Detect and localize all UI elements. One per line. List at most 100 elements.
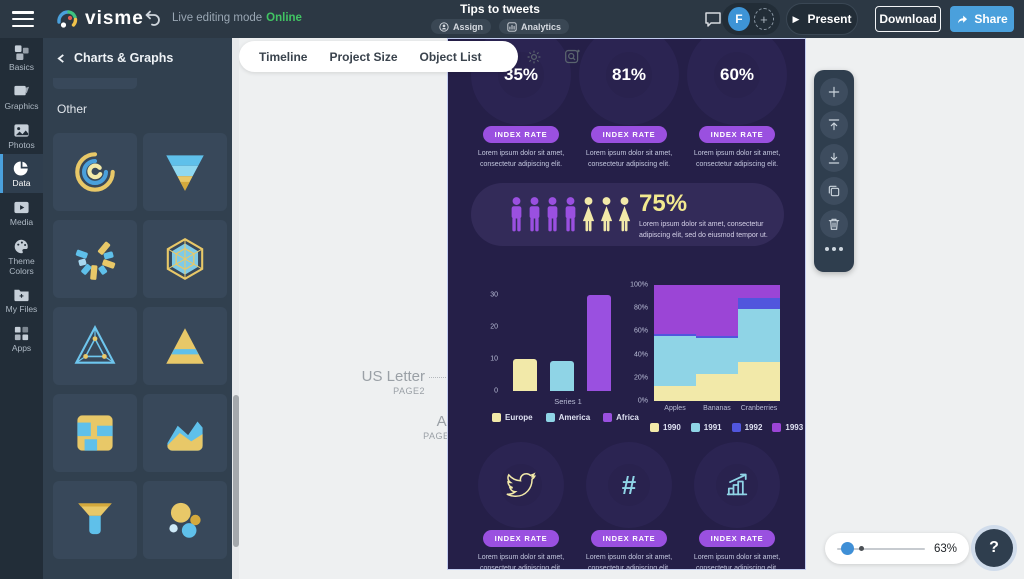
delete-button[interactable] (820, 210, 848, 238)
add-object-button[interactable] (820, 78, 848, 106)
bar-chart-plot (504, 295, 632, 391)
send-backward-button[interactable] (820, 144, 848, 172)
stacked-area-chart[interactable]: 0% 20% 40% 60% 80% 100% Apples Bananas Cranberr… (628, 277, 803, 442)
share-button[interactable]: Share (950, 6, 1014, 32)
chart-thumbnail-bubbles[interactable] (143, 481, 227, 559)
comments-icon[interactable] (704, 10, 722, 28)
stat-description: Lorem ipsum dolor sit amet, consectetur … (585, 554, 673, 570)
panel-scrollbar-thumb[interactable] (232, 395, 239, 547)
chart-thumbnail-grid (53, 133, 227, 559)
person-icon-female (599, 196, 614, 233)
timeline-tab[interactable]: Timeline (259, 49, 308, 64)
chart-thumbnail-pyramid-wireframe[interactable] (53, 307, 137, 385)
donut-chart-growth[interactable] (694, 442, 780, 528)
sidebar-item-basics[interactable]: Basics (0, 38, 43, 77)
add-collaborator-button[interactable]: + (753, 8, 774, 30)
chart-thumbnail-funnel[interactable] (53, 481, 137, 559)
present-button[interactable]: ▶ Present (786, 3, 858, 35)
assign-button[interactable]: Assign (430, 19, 491, 34)
person-icon-male (509, 196, 524, 233)
growth-chart-icon (700, 448, 774, 522)
legend-label: 1992 (744, 423, 763, 432)
project-title[interactable]: Tips to tweets (460, 2, 540, 16)
sidebar-item-graphics[interactable]: Graphics (0, 77, 43, 116)
infographic-page[interactable]: 35% INDEX RATE Lorem ipsum dolor sit ame… (447, 38, 806, 570)
duplicate-button[interactable] (820, 177, 848, 205)
stack-column-bananas[interactable] (696, 285, 738, 401)
stack-segment-1991 (654, 336, 696, 386)
chart-thumbnail-mosaic[interactable] (53, 394, 137, 472)
donut-value: 60% (719, 65, 755, 84)
project-size-tab[interactable]: Project Size (329, 49, 398, 64)
legend-item: Africa (603, 413, 639, 422)
people-pictograph-block[interactable]: 75% Lorem ipsum dolor sit amet, consecte… (471, 183, 784, 246)
twitter-bird-icon (484, 448, 558, 522)
visme-logo[interactable]: visme (55, 7, 144, 31)
back-button[interactable]: Charts & Graphs (43, 38, 232, 65)
settings-gear-icon[interactable] (526, 48, 542, 66)
zoom-slider-handle[interactable] (841, 542, 854, 555)
index-rate-badge: INDEX RATE (699, 126, 775, 143)
undo-icon[interactable] (142, 9, 162, 29)
bar-europe[interactable] (513, 359, 537, 391)
stack-column-cranberries[interactable] (738, 285, 780, 401)
bar-chart[interactable]: 0 10 20 30 Series 1 Europe America Africa (478, 287, 643, 437)
sidebar-item-theme-colors[interactable]: Theme Colors (0, 232, 43, 281)
play-icon: ▶ (792, 13, 800, 24)
chart-thumbnail-radial-fan[interactable] (53, 220, 137, 298)
panel-scrollbar[interactable] (232, 38, 239, 579)
donut-chart-81[interactable]: 81% (579, 39, 679, 125)
sidebar-item-apps[interactable]: Apps (0, 319, 43, 358)
donut-chart-twitter[interactable] (478, 442, 564, 528)
bar-america[interactable] (550, 360, 574, 391)
sidebar-item-media[interactable]: Media (0, 193, 43, 232)
legend-swatch (545, 413, 555, 422)
chart-thumbnail-cone-funnel[interactable] (143, 133, 227, 211)
stat-block-2[interactable]: 81% INDEX RATE Lorem ipsum dolor sit ame… (569, 39, 689, 171)
stack-segment-1992 (738, 297, 780, 310)
stat-block-1[interactable]: 35% INDEX RATE Lorem ipsum dolor sit ame… (461, 39, 581, 171)
stat-block-hashtag[interactable]: # INDEX RATE Lorem ipsum dolor sit amet,… (569, 442, 689, 570)
my-files-folder-icon (14, 290, 29, 302)
download-button[interactable]: Download (875, 6, 941, 32)
donut-chart-60[interactable]: 60% (687, 39, 787, 125)
scrolled-thumbnail-partial[interactable] (53, 78, 137, 89)
bring-forward-button[interactable] (820, 111, 848, 139)
index-rate-badge: INDEX RATE (591, 530, 667, 547)
donut-value: 35% (503, 65, 539, 84)
stack-segment-1991 (696, 338, 738, 375)
donut-chart-hashtag[interactable]: # (586, 442, 672, 528)
stat-description: Lorem ipsum dolor sit amet, consectetur … (693, 554, 781, 570)
stack-column-apples[interactable] (654, 285, 696, 401)
avatar[interactable]: F (728, 7, 750, 31)
sidebar-item-data[interactable]: Data (0, 154, 43, 194)
object-list-tab[interactable]: Object List (419, 49, 482, 64)
hamburger-menu-icon[interactable] (12, 11, 34, 27)
chart-thumbnail-area[interactable] (143, 394, 227, 472)
help-button[interactable]: ? (975, 529, 1013, 567)
bar-africa[interactable] (587, 295, 611, 391)
analytics-button[interactable]: Analytics (498, 19, 570, 34)
more-options-button[interactable] (825, 247, 843, 251)
donut-chart-35[interactable]: 35% (471, 39, 571, 125)
sidebar-item-photos[interactable]: Photos (0, 116, 43, 155)
person-icon-male (563, 196, 578, 233)
stat-description: Lorem ipsum dolor sit amet, consectetur … (585, 150, 673, 168)
stack-segment-1990 (738, 361, 780, 401)
canvas-workspace[interactable]: 35% INDEX RATE Lorem ipsum dolor sit ame… (239, 38, 1024, 579)
us-letter-guide: US Letter PAGE2 (361, 368, 425, 396)
stat-block-3[interactable]: 60% INDEX RATE Lorem ipsum dolor sit ame… (677, 39, 797, 171)
sidebar-item-my-files[interactable]: My Files (0, 280, 43, 319)
zoom-slider[interactable] (837, 542, 925, 555)
stat-description: Lorem ipsum dolor sit amet, consectetur … (693, 150, 781, 168)
stat-block-growth[interactable]: INDEX RATE Lorem ipsum dolor sit amet, c… (677, 442, 797, 570)
legend-item: 1993 (772, 423, 803, 432)
chart-thumbnail-radial-gauge[interactable] (53, 133, 137, 211)
assign-person-icon (439, 21, 449, 32)
stat-block-twitter[interactable]: INDEX RATE Lorem ipsum dolor sit amet, c… (461, 442, 581, 569)
chart-thumbnail-pyramid[interactable] (143, 307, 227, 385)
category-label: Bananas (703, 405, 731, 412)
chart-thumbnail-hexagon-radar[interactable] (143, 220, 227, 298)
bar-chart-category-label: Series 1 (554, 397, 582, 406)
zoom-preview-icon[interactable] (564, 48, 581, 66)
